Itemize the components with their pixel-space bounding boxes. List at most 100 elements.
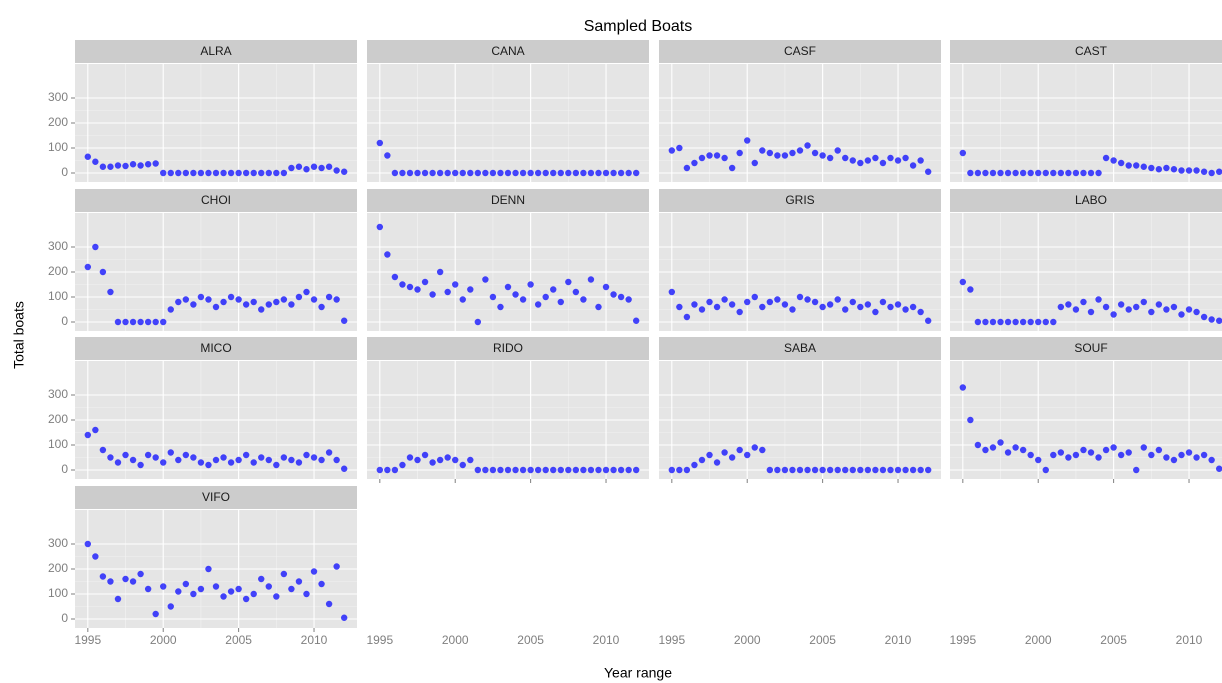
point — [325, 163, 333, 170]
point — [1072, 451, 1080, 459]
point — [474, 169, 482, 177]
point — [766, 298, 774, 306]
point — [1065, 169, 1072, 177]
point — [391, 169, 399, 177]
point — [572, 466, 580, 474]
point — [804, 296, 811, 303]
point — [175, 169, 182, 177]
facet-strip — [950, 337, 1222, 360]
point — [565, 466, 572, 474]
point — [527, 169, 534, 177]
point — [625, 169, 632, 177]
point — [864, 157, 872, 164]
point — [1110, 444, 1117, 451]
point — [421, 278, 429, 286]
point — [1080, 169, 1087, 177]
point — [1170, 166, 1178, 173]
points — [376, 223, 640, 326]
point — [1087, 308, 1095, 316]
point — [774, 152, 781, 159]
point — [557, 466, 564, 474]
point — [175, 298, 182, 306]
x-tick-label: 2010 — [301, 633, 328, 647]
point — [333, 296, 340, 303]
point — [1140, 444, 1147, 451]
point — [744, 298, 751, 306]
point — [144, 585, 152, 593]
point — [1019, 318, 1027, 326]
point — [265, 169, 272, 177]
point — [1004, 449, 1012, 456]
point — [1193, 167, 1200, 174]
points — [668, 288, 932, 324]
point — [959, 149, 967, 157]
x-tick-label: 2010 — [885, 633, 912, 647]
point — [713, 303, 721, 311]
point — [982, 318, 989, 326]
point — [452, 456, 459, 464]
point — [265, 583, 272, 590]
point — [1185, 306, 1193, 313]
point — [1163, 306, 1170, 313]
point — [1155, 446, 1163, 454]
point — [1215, 168, 1222, 175]
point — [235, 296, 242, 303]
point — [421, 169, 429, 177]
point — [1087, 449, 1095, 456]
x-axis-title: Year range — [604, 665, 672, 681]
point — [384, 251, 391, 258]
point — [504, 169, 512, 177]
point — [99, 163, 107, 170]
point — [917, 157, 924, 164]
point — [864, 301, 872, 308]
point — [849, 157, 856, 164]
point — [1012, 169, 1019, 177]
y-tick-label: 200 — [48, 264, 68, 278]
point — [303, 590, 310, 598]
point — [967, 286, 974, 293]
point — [834, 147, 841, 154]
point — [602, 466, 610, 474]
point — [527, 281, 534, 288]
point — [1065, 301, 1072, 308]
point — [1057, 169, 1065, 177]
facet-strip — [75, 486, 357, 509]
point — [258, 575, 265, 583]
point — [318, 164, 325, 172]
point — [676, 144, 683, 152]
point — [235, 456, 242, 464]
point — [632, 466, 640, 474]
point — [84, 431, 92, 439]
point — [107, 288, 114, 296]
y-tick-label: 0 — [61, 462, 68, 476]
point — [1117, 451, 1125, 459]
point — [1035, 169, 1042, 177]
point — [759, 147, 766, 154]
point — [258, 169, 265, 177]
point — [295, 578, 303, 585]
point — [789, 306, 796, 313]
point — [691, 159, 698, 167]
point — [1027, 169, 1034, 177]
point — [227, 459, 235, 466]
point — [1140, 163, 1147, 170]
point — [114, 318, 122, 326]
point — [325, 449, 333, 456]
x-tick-label: 2000 — [1025, 633, 1052, 647]
point — [1170, 303, 1178, 311]
point — [459, 296, 466, 303]
point — [1200, 168, 1208, 175]
points — [84, 426, 348, 472]
point — [122, 318, 129, 326]
facet-strip — [75, 337, 357, 360]
x-tick-label: 2000 — [734, 633, 761, 647]
point — [826, 466, 834, 474]
point — [99, 573, 107, 580]
point — [706, 152, 713, 159]
point — [698, 306, 706, 313]
point — [542, 169, 549, 177]
point — [565, 278, 572, 286]
point — [205, 296, 212, 303]
y-tick-label: 200 — [48, 115, 68, 129]
point — [333, 563, 340, 570]
